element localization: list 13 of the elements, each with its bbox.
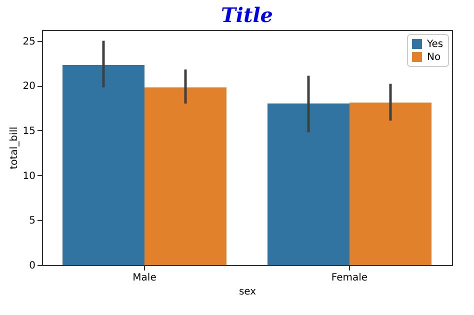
legend-label: Yes <box>426 39 444 50</box>
chart-title: Title <box>220 3 274 27</box>
x-axis-title: sex <box>238 286 256 298</box>
y-tick-label: 15 <box>22 126 36 137</box>
y-tick-label: 20 <box>22 81 36 92</box>
y-tick-label: 10 <box>22 170 36 182</box>
x-tick-label: Male <box>132 272 156 284</box>
x-tick-label: Female <box>331 272 368 284</box>
y-tick-label: 25 <box>22 36 36 48</box>
y-axis-title: total_bill <box>8 126 20 170</box>
y-tick-label: 5 <box>29 216 36 227</box>
y-tick-label: 0 <box>29 260 36 272</box>
legend-label: No <box>427 52 441 63</box>
